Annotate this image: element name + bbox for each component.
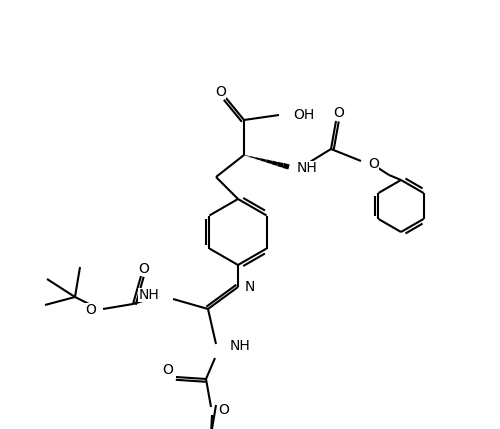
Text: O: O xyxy=(334,106,344,120)
Text: NH: NH xyxy=(230,339,251,353)
Text: O: O xyxy=(85,303,96,317)
Text: O: O xyxy=(216,85,226,99)
Text: O: O xyxy=(138,262,149,276)
Text: O: O xyxy=(368,157,379,171)
Text: NH: NH xyxy=(297,161,318,175)
Text: OH: OH xyxy=(293,108,314,122)
Text: O: O xyxy=(218,403,229,417)
Text: O: O xyxy=(162,363,173,377)
Text: N: N xyxy=(245,280,256,294)
Text: NH: NH xyxy=(138,288,159,302)
